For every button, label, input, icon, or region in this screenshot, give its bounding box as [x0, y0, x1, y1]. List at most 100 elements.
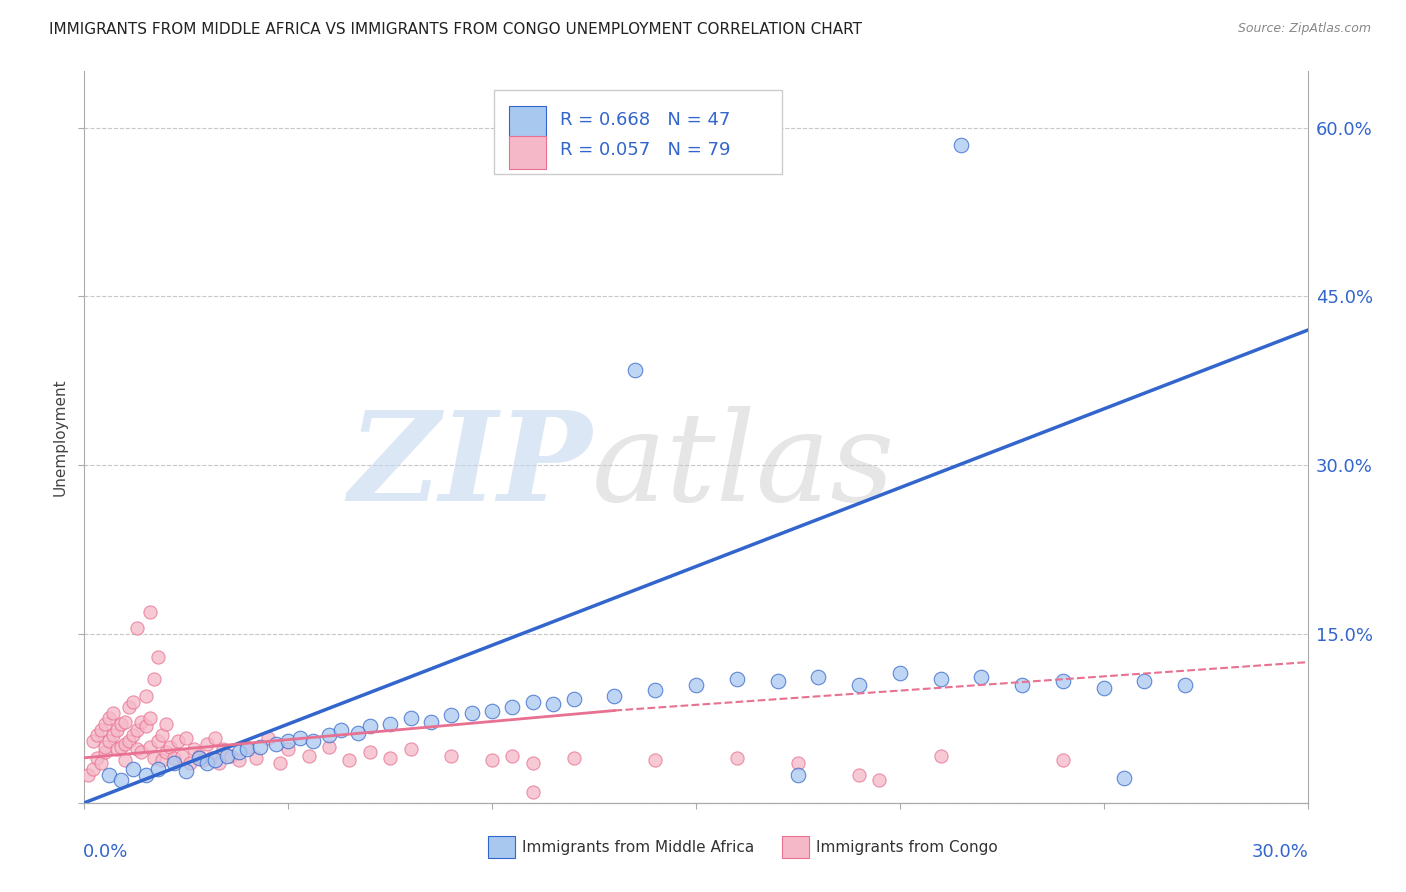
Point: [90, 756, 112, 771]
Point: [481, 704, 503, 718]
Point: [807, 670, 830, 684]
Point: [440, 708, 463, 723]
Point: [970, 670, 993, 684]
Point: [208, 756, 231, 771]
Point: [174, 764, 197, 779]
Point: [122, 728, 145, 742]
Point: [929, 672, 952, 686]
Point: [150, 753, 173, 767]
Point: [562, 751, 585, 765]
Point: [204, 731, 226, 745]
FancyBboxPatch shape: [488, 837, 515, 858]
Point: [179, 756, 201, 771]
Point: [787, 767, 810, 781]
Text: atlas: atlas: [592, 406, 896, 527]
Point: [146, 762, 169, 776]
Point: [114, 714, 136, 729]
Point: [122, 694, 145, 708]
Point: [114, 753, 136, 767]
Point: [318, 728, 340, 742]
Point: [187, 751, 209, 765]
Point: [167, 734, 190, 748]
Text: R = 0.057   N = 79: R = 0.057 N = 79: [560, 141, 731, 159]
Point: [522, 694, 544, 708]
Point: [138, 711, 160, 725]
Point: [766, 674, 789, 689]
Point: [150, 728, 173, 742]
Point: [249, 739, 271, 754]
Point: [93, 717, 115, 731]
Point: [1174, 678, 1197, 692]
Point: [461, 706, 484, 720]
Point: [131, 714, 153, 729]
Point: [138, 739, 160, 754]
Point: [1052, 674, 1074, 689]
Point: [318, 739, 340, 754]
Point: [97, 711, 120, 725]
Point: [346, 726, 368, 740]
Point: [131, 745, 153, 759]
Point: [191, 753, 214, 767]
Point: [1052, 753, 1074, 767]
Y-axis label: Unemployment: Unemployment: [52, 378, 67, 496]
Point: [110, 739, 132, 754]
Point: [163, 751, 186, 765]
Point: [105, 723, 128, 737]
Point: [114, 737, 136, 751]
Point: [848, 767, 870, 781]
Point: [146, 649, 169, 664]
Point: [399, 711, 422, 725]
Point: [219, 748, 242, 763]
Point: [217, 748, 239, 763]
Point: [1133, 674, 1156, 689]
Text: IMMIGRANTS FROM MIDDLE AFRICA VS IMMIGRANTS FROM CONGO UNEMPLOYMENT CORRELATION : IMMIGRANTS FROM MIDDLE AFRICA VS IMMIGRA…: [49, 22, 862, 37]
Point: [172, 748, 194, 763]
Point: [380, 717, 402, 731]
Point: [155, 745, 177, 759]
Point: [685, 678, 707, 692]
Point: [146, 734, 169, 748]
Point: [869, 773, 891, 788]
Point: [1011, 678, 1033, 692]
Point: [187, 748, 209, 763]
Point: [142, 672, 165, 686]
Point: [502, 748, 524, 763]
Point: [269, 756, 291, 771]
Point: [82, 762, 104, 776]
Point: [101, 728, 124, 742]
Point: [359, 719, 381, 733]
FancyBboxPatch shape: [494, 90, 782, 174]
Point: [228, 753, 250, 767]
Point: [195, 737, 218, 751]
Point: [522, 756, 544, 771]
Point: [1114, 771, 1136, 785]
Point: [562, 692, 585, 706]
Text: 0.0%: 0.0%: [83, 843, 128, 861]
Point: [135, 767, 157, 781]
Text: Immigrants from Congo: Immigrants from Congo: [815, 840, 998, 855]
Point: [142, 751, 165, 765]
Point: [301, 734, 323, 748]
Point: [929, 748, 952, 763]
Point: [277, 734, 299, 748]
Point: [200, 751, 222, 765]
Text: Immigrants from Middle Africa: Immigrants from Middle Africa: [522, 840, 755, 855]
Point: [183, 741, 205, 756]
Text: Source: ZipAtlas.com: Source: ZipAtlas.com: [1237, 22, 1371, 36]
Point: [77, 767, 100, 781]
Point: [236, 741, 259, 756]
Point: [848, 678, 870, 692]
Point: [212, 741, 235, 756]
Point: [543, 697, 565, 711]
Point: [86, 728, 108, 742]
Point: [105, 741, 128, 756]
Point: [399, 741, 422, 756]
Point: [257, 731, 280, 745]
Point: [290, 731, 312, 745]
Point: [624, 362, 647, 376]
Point: [644, 753, 666, 767]
Point: [163, 756, 186, 771]
Text: ZIP: ZIP: [349, 406, 592, 527]
Point: [1092, 681, 1115, 695]
Point: [481, 753, 503, 767]
